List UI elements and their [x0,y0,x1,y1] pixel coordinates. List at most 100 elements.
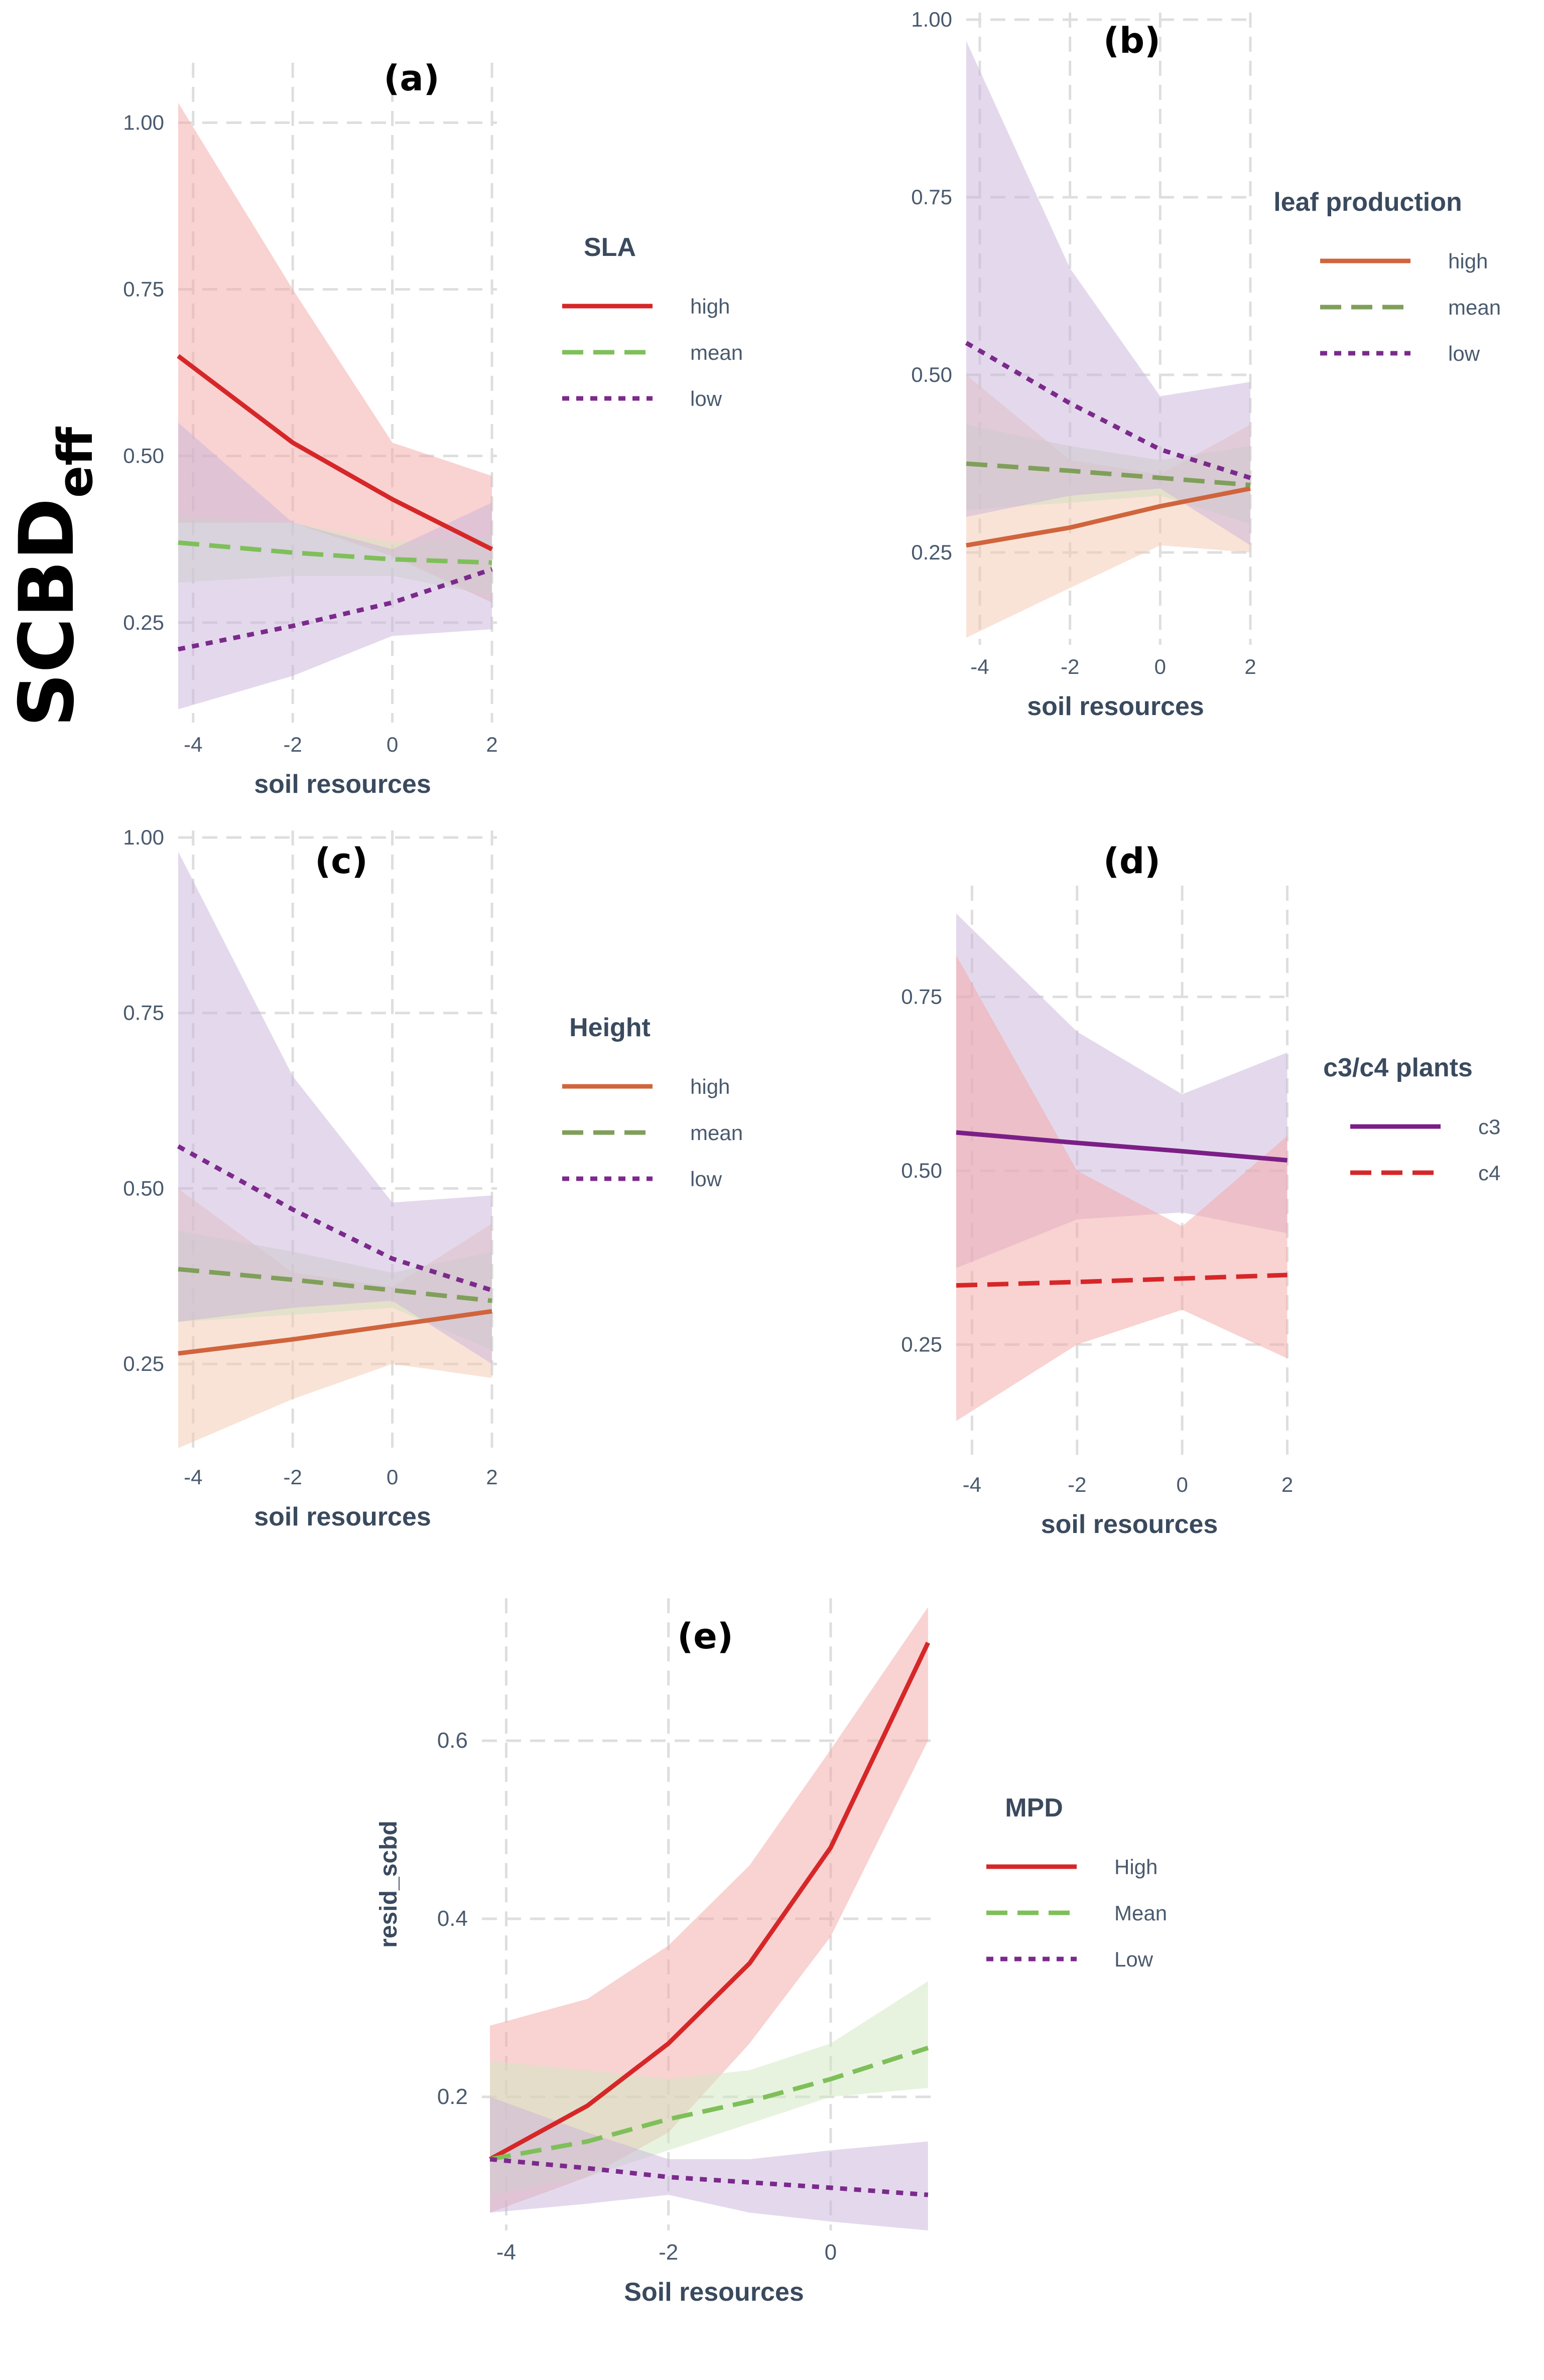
y-tick-label: 0.2 [437,2084,468,2109]
y-tick-label: 0.75 [911,185,952,209]
ribbon-high [178,102,492,603]
panel-label: (d) [1103,841,1161,882]
x-tick-label: 0 [1176,1473,1188,1496]
legend-title: MPD [1005,1793,1063,1823]
legend-label-high: high [690,295,730,318]
line-low [965,341,1251,480]
x-tick-label: 0 [387,733,398,756]
x-axis-label: soil resources [1027,692,1204,721]
x-tick-label: -4 [184,733,202,756]
legend-label-low: low [690,1167,722,1191]
shared-y-axis-label-sub: eff [48,427,103,498]
x-tick-label: -4 [970,655,989,678]
panel-label: (e) [677,1616,733,1657]
y-tick-label: 0.75 [123,1001,164,1025]
legend: c3/c4 plants c3 c4 [1323,1053,1500,1185]
x-tick-label: 2 [486,733,497,756]
y-tick-label: 1.00 [911,8,952,31]
x-tick-label: -2 [659,2240,678,2265]
ribbon-low [178,423,492,710]
legend-title: Height [569,1013,651,1042]
panel-a: -4 -2 0 2 0.25 0.50 0.75 1.00 soil resources (a) S… [123,58,743,799]
ribbon-c4 [956,955,1288,1421]
panel-label: (b) [1103,20,1161,61]
y-tick-label: 0.25 [123,1352,164,1375]
legend-label-low: Low [1114,1947,1153,1971]
x-axis-label: soil resources [254,770,431,799]
svg-text:SCBDeff: SCBDeff [4,427,103,727]
line-low [178,567,493,652]
line-c3 [956,1130,1288,1163]
line-mean [178,540,492,565]
x-tick-label: -2 [1068,1473,1086,1496]
y-tick-label: 0.75 [901,985,942,1009]
line-c4 [956,1273,1288,1288]
x-axis-label: Soil resources [624,2278,804,2307]
y-tick-label: 0.25 [901,1332,942,1356]
line-low [489,2157,929,2197]
ribbon-low [178,851,492,1364]
ribbon-low [490,2096,928,2230]
y-tick-label: 0.6 [437,1728,468,1753]
y-tick-label: 0.4 [437,1906,468,1931]
legend-label-c4: c4 [1478,1161,1500,1185]
y-axis-label: resid_scbd [375,1821,402,1947]
x-tick-label: 0 [1154,655,1166,678]
legend-title: SLA [584,233,636,262]
shared-y-axis-label: SCBDeff [4,427,103,727]
y-tick-label: 0.75 [123,277,164,301]
legend: SLA high mean low [562,233,743,410]
x-tick-label: -4 [963,1473,981,1496]
line-mean [489,2045,929,2162]
line-high [966,486,1251,548]
x-axis-label: soil resources [1041,1510,1218,1539]
legend-label-low: low [690,387,722,410]
legend: leaf production high mean low [1273,188,1501,365]
panel-b: -4 -2 0 2 0.25 0.50 0.75 1.00 soil resources (b) l… [911,8,1501,721]
y-tick-label: 1.00 [123,825,164,849]
legend: MPD High Mean Low [986,1793,1167,1971]
x-tick-label: 2 [1244,655,1256,678]
x-tick-label: -2 [284,1465,302,1489]
y-tick-label: 0.50 [911,363,952,386]
line-mean [966,461,1251,487]
y-tick-label: 0.50 [901,1159,942,1182]
x-tick-label: 2 [486,1465,497,1489]
y-tick-label: 0.50 [123,444,164,468]
line-high [177,354,493,551]
legend-title: leaf production [1273,188,1462,217]
line-low [177,1144,493,1293]
legend-label-high: high [1448,249,1488,273]
x-tick-label: -2 [1061,655,1079,678]
line-high [178,1309,492,1356]
legend-label-mean: mean [1448,296,1501,319]
line-high [488,1641,930,2161]
line-mean [178,1267,492,1303]
legend-title: c3/c4 plants [1323,1053,1473,1082]
x-tick-label: -4 [496,2240,516,2265]
panel-e: -4 -2 0 0.2 0.4 0.6 Soil resources resid_scbd (e… [375,1598,1167,2307]
x-tick-label: -4 [184,1465,202,1489]
legend-label-high: high [690,1075,730,1098]
legend-label-low: low [1448,342,1480,365]
ribbon-low [966,41,1251,545]
legend-label-high: High [1114,1855,1157,1879]
x-axis-label: soil resources [254,1502,431,1531]
x-tick-label: 0 [825,2240,837,2265]
panel-label: (a) [383,58,439,99]
y-tick-label: 1.00 [123,111,164,134]
ribbon-high [490,1607,928,2213]
x-tick-label: 0 [387,1465,398,1489]
y-tick-label: 0.25 [911,540,952,564]
legend: Height high mean low [562,1013,743,1191]
y-tick-label: 0.25 [123,611,164,634]
legend-label-mean: mean [690,1121,743,1145]
y-tick-label: 0.50 [123,1176,164,1200]
panel-d: -4 -2 0 2 0.25 0.50 0.75 soil resources (d) c3/c4… [901,841,1500,1539]
panel-label: (c) [315,841,367,882]
shared-y-axis-label-main: SCBD [4,498,91,727]
panel-c: -4 -2 0 2 0.25 0.50 0.75 1.00 soil resources (c) H… [123,825,743,1531]
legend-label-mean: mean [690,341,743,364]
legend-label-c3: c3 [1478,1115,1500,1139]
